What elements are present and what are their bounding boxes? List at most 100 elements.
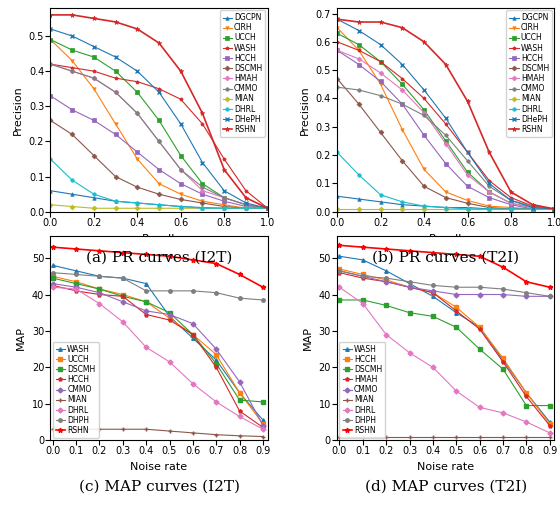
Line: RSHN: RSHN (335, 17, 557, 211)
UCCH (143, 299, 150, 305)
DHPH (406, 279, 413, 285)
DHePH (134, 68, 141, 74)
Legend: WASH, HCCH, DSCMH, HMAH, CMMO, MIAN, DHRL, DHPH, RSHN: WASH, HCCH, DSCMH, HMAH, CMMO, MIAN, DHR… (339, 342, 385, 438)
DHRL (73, 286, 80, 292)
DHePH (264, 205, 271, 211)
WASH (406, 280, 413, 287)
HCCH (73, 288, 80, 294)
MIAN (383, 433, 390, 440)
CMMO (356, 87, 362, 93)
DHePH (199, 159, 206, 166)
DHPH (143, 288, 150, 294)
Line: CMMO: CMMO (49, 62, 269, 210)
DHPH (213, 290, 220, 296)
DHRL (360, 300, 366, 307)
Line: RSHN: RSHN (337, 243, 552, 290)
RSHN (213, 260, 220, 267)
DSCMH (406, 310, 413, 316)
HCCH (360, 271, 366, 278)
DHRL (156, 202, 162, 208)
CIRH (47, 36, 54, 42)
UCCH (134, 89, 141, 95)
DHRL (356, 172, 362, 178)
DHePH (551, 206, 558, 212)
RSHN (406, 248, 413, 254)
DGCPN (399, 202, 405, 208)
DHePH (377, 41, 384, 48)
MIAN (360, 433, 366, 440)
DGCPN (529, 206, 536, 212)
RSHN (242, 194, 249, 201)
CIRH (486, 203, 493, 209)
Line: DHRL: DHRL (51, 286, 265, 431)
WASH (529, 203, 536, 209)
HCCH (507, 202, 514, 208)
RSHN (143, 252, 150, 258)
HCCH (178, 180, 184, 187)
DGCPN (421, 203, 427, 209)
DGCPN (221, 205, 227, 211)
DHPH (453, 284, 460, 290)
RSHN (69, 12, 76, 18)
DGCPN (178, 203, 184, 210)
UCCH (47, 36, 54, 42)
HMAH (356, 56, 362, 62)
DHRL (49, 284, 56, 290)
DHePH (486, 180, 493, 187)
RSHN (360, 244, 366, 250)
DGCPN (199, 204, 206, 211)
DHRL (236, 413, 243, 420)
DHePH (47, 26, 54, 32)
MIAN (547, 433, 553, 440)
HCCH (134, 149, 141, 155)
RSHN (523, 279, 530, 285)
CMMO (96, 290, 103, 296)
CIRH (421, 166, 427, 172)
DHRL (221, 205, 227, 211)
DGCPN (464, 204, 471, 211)
MIAN (199, 205, 206, 211)
HMAH (336, 269, 343, 276)
UCCH (551, 206, 558, 212)
CMMO (500, 291, 506, 298)
DHRL (421, 203, 427, 209)
HCCH (166, 317, 173, 323)
DHRL (178, 203, 184, 210)
DGCPN (156, 202, 162, 208)
HCCH (91, 117, 97, 124)
HMAH (221, 194, 227, 201)
CIRH (156, 180, 162, 187)
RSHN (336, 242, 343, 248)
HCCH (477, 324, 483, 331)
WASH (143, 280, 150, 287)
X-axis label: Noise rate: Noise rate (130, 462, 188, 472)
Line: UCCH: UCCH (335, 31, 556, 211)
DSCMH (73, 280, 80, 287)
DHePH (421, 87, 427, 93)
WASH (264, 205, 271, 211)
CMMO (112, 89, 119, 95)
Y-axis label: Precision: Precision (300, 85, 310, 135)
Y-axis label: MAP: MAP (16, 326, 26, 350)
WASH (547, 419, 553, 425)
DGCPN (377, 199, 384, 205)
UCCH (260, 421, 267, 427)
HCCH (96, 291, 103, 298)
CIRH (551, 206, 558, 212)
HCCH (486, 194, 493, 201)
CMMO (377, 93, 384, 99)
RSHN (189, 257, 196, 263)
HCCH (551, 206, 558, 212)
HCCH (49, 282, 56, 289)
CMMO (260, 422, 267, 429)
RSHN (430, 249, 436, 256)
HCCH (421, 132, 427, 138)
WASH (377, 59, 384, 65)
HMAH (134, 110, 141, 116)
RSHN (453, 252, 460, 258)
WASH (442, 121, 449, 127)
HCCH (529, 206, 536, 212)
WASH (73, 268, 80, 274)
Line: DHRL: DHRL (49, 157, 269, 210)
RSHN (49, 244, 56, 250)
